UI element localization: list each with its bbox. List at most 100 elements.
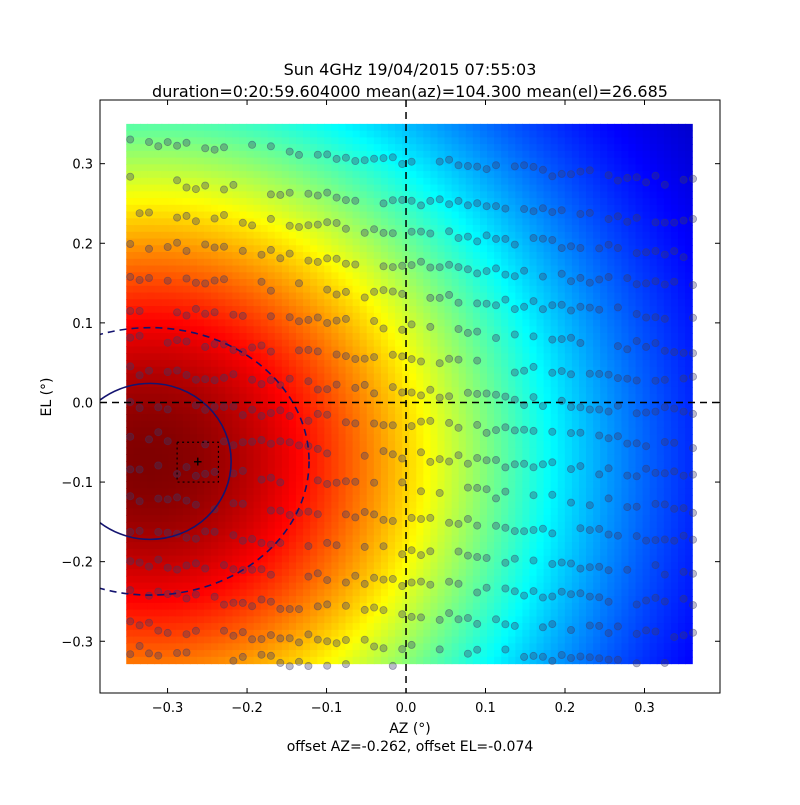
heatmap-cell bbox=[465, 393, 474, 402]
heatmap-cell bbox=[140, 204, 149, 213]
heatmap-cell bbox=[529, 123, 538, 132]
heatmap-cell bbox=[196, 299, 205, 307]
heatmap-cell bbox=[147, 629, 156, 638]
heatmap-cell bbox=[204, 650, 212, 658]
heatmap-cell bbox=[402, 609, 410, 617]
heatmap-cell bbox=[416, 123, 424, 132]
heatmap-cell bbox=[246, 548, 255, 557]
heatmap-cell bbox=[359, 488, 368, 496]
heatmap-cell bbox=[359, 643, 368, 651]
heatmap-cell bbox=[239, 643, 248, 651]
heatmap-cell bbox=[274, 359, 283, 368]
heatmap-cell bbox=[472, 252, 481, 260]
heatmap-cell bbox=[140, 231, 149, 240]
heatmap-cell bbox=[331, 474, 340, 483]
heatmap-cell bbox=[225, 238, 233, 246]
heatmap-cell bbox=[501, 231, 509, 240]
heatmap-cell bbox=[126, 461, 134, 469]
heatmap-cell bbox=[317, 353, 325, 361]
heatmap-cell bbox=[522, 434, 531, 442]
heatmap-cell bbox=[147, 184, 156, 192]
heatmap-cell bbox=[536, 481, 545, 489]
heatmap-cell bbox=[472, 629, 481, 638]
heatmap-cell bbox=[536, 326, 545, 334]
heatmap-cell bbox=[416, 494, 424, 503]
heatmap-cell bbox=[373, 258, 382, 267]
heatmap-cell bbox=[324, 650, 332, 658]
heatmap-cell bbox=[458, 380, 467, 388]
heatmap-cell bbox=[444, 515, 453, 523]
heatmap-cell bbox=[430, 177, 439, 186]
heatmap-cell bbox=[458, 596, 467, 604]
heatmap-cell bbox=[472, 184, 481, 192]
heatmap-cell bbox=[267, 312, 276, 321]
heatmap-cell bbox=[310, 164, 318, 172]
heatmap-cell bbox=[147, 528, 156, 536]
heatmap-cell bbox=[515, 292, 523, 300]
heatmap-cell bbox=[182, 204, 191, 213]
heatmap-cell bbox=[395, 346, 403, 354]
heatmap-cell bbox=[494, 218, 502, 226]
heatmap-cell bbox=[444, 575, 453, 584]
heatmap-cell bbox=[317, 562, 325, 570]
heatmap-cell bbox=[246, 386, 255, 395]
heatmap-cell bbox=[218, 393, 226, 402]
heatmap-cell bbox=[196, 292, 205, 300]
heatmap-cell bbox=[147, 218, 156, 226]
heatmap-cell bbox=[423, 521, 432, 530]
heatmap-cell bbox=[218, 373, 226, 381]
heatmap-cell bbox=[246, 137, 255, 145]
heatmap-cell bbox=[529, 306, 538, 314]
heatmap-cell bbox=[543, 171, 552, 179]
heatmap-cell bbox=[430, 636, 439, 644]
heatmap-cell bbox=[437, 623, 446, 631]
heatmap-cell bbox=[430, 461, 439, 469]
heatmap-cell bbox=[317, 555, 325, 563]
heatmap-cell bbox=[303, 319, 311, 327]
heatmap-cell bbox=[175, 373, 184, 381]
heatmap-cell bbox=[189, 609, 198, 617]
heatmap-cell bbox=[303, 157, 311, 165]
heatmap-cell bbox=[126, 535, 134, 543]
heatmap-cell bbox=[288, 312, 297, 321]
heatmap-cell bbox=[274, 521, 283, 530]
heatmap-cell bbox=[161, 198, 170, 206]
heatmap-cell bbox=[564, 265, 573, 273]
heatmap-cell bbox=[126, 319, 134, 327]
heatmap-cell bbox=[303, 413, 311, 422]
heatmap-cell bbox=[204, 393, 212, 402]
heatmap-cell bbox=[317, 231, 325, 240]
heatmap-cell bbox=[331, 636, 340, 644]
heatmap-cell bbox=[225, 326, 233, 334]
heatmap-cell bbox=[366, 211, 375, 219]
heatmap-cell bbox=[501, 434, 509, 442]
heatmap-cell bbox=[366, 346, 375, 354]
heatmap-cell bbox=[402, 299, 410, 307]
heatmap-cell bbox=[416, 144, 424, 152]
heatmap-cell bbox=[423, 508, 432, 516]
heatmap-cell bbox=[225, 501, 233, 509]
heatmap-cell bbox=[416, 171, 424, 179]
heatmap-cell bbox=[479, 285, 488, 294]
heatmap-cell bbox=[494, 494, 502, 503]
heatmap-cell bbox=[175, 306, 184, 314]
heatmap-cell bbox=[232, 548, 241, 557]
heatmap-cell bbox=[494, 144, 502, 152]
heatmap-cell bbox=[296, 434, 304, 442]
heatmap-cell bbox=[296, 427, 304, 435]
heatmap-cell bbox=[296, 575, 304, 584]
heatmap-cell bbox=[416, 467, 424, 476]
heatmap-cell bbox=[253, 164, 262, 172]
heatmap-cell bbox=[225, 164, 233, 172]
heatmap-cell bbox=[387, 279, 396, 287]
heatmap-cell bbox=[175, 198, 184, 206]
heatmap-cell bbox=[451, 521, 460, 530]
heatmap-cell bbox=[487, 602, 495, 611]
heatmap-cell bbox=[458, 191, 467, 199]
heatmap-cell bbox=[494, 326, 502, 334]
heatmap-cell bbox=[508, 481, 516, 489]
heatmap-cell bbox=[154, 319, 163, 327]
heatmap-cell bbox=[437, 252, 446, 260]
heatmap-cell bbox=[373, 312, 382, 321]
heatmap-cell bbox=[317, 528, 325, 536]
